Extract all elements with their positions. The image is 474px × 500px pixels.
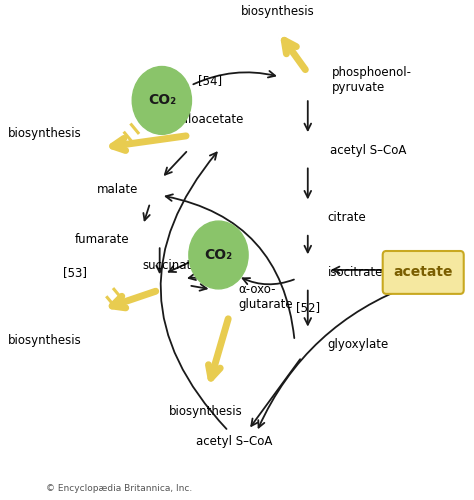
Text: [52]: [52] — [296, 301, 320, 314]
Text: biosynthesis: biosynthesis — [240, 5, 314, 18]
Text: isocitrate: isocitrate — [328, 266, 383, 279]
Text: malate: malate — [97, 182, 138, 196]
Circle shape — [132, 66, 191, 134]
Text: © Encyclopædia Britannica, Inc.: © Encyclopædia Britannica, Inc. — [46, 484, 192, 494]
Text: citrate: citrate — [328, 211, 366, 224]
Text: succinate: succinate — [142, 260, 199, 272]
Text: oxaloacetate: oxaloacetate — [167, 114, 244, 126]
Text: [54]: [54] — [198, 74, 222, 87]
Text: acetyl S–CoA: acetyl S–CoA — [329, 144, 406, 157]
Text: biosynthesis: biosynthesis — [8, 128, 81, 140]
Text: biosynthesis: biosynthesis — [169, 404, 242, 417]
Text: fumarate: fumarate — [74, 232, 129, 245]
Text: CO₂: CO₂ — [148, 94, 176, 108]
FancyBboxPatch shape — [383, 251, 464, 294]
Text: α-oxo-
glutarate: α-oxo- glutarate — [238, 284, 293, 312]
Text: biosynthesis: biosynthesis — [8, 334, 81, 347]
Text: acetyl S–CoA: acetyl S–CoA — [196, 436, 272, 448]
Circle shape — [189, 221, 248, 289]
Text: phosphoenol-
pyruvate: phosphoenol- pyruvate — [332, 66, 412, 94]
Text: [53]: [53] — [63, 266, 87, 279]
Text: CO₂: CO₂ — [204, 248, 233, 262]
Text: glyoxylate: glyoxylate — [328, 338, 389, 351]
Text: acetate: acetate — [393, 266, 453, 280]
